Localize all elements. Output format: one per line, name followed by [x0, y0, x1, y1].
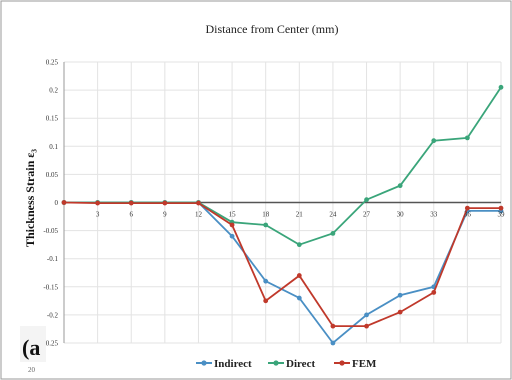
data-point-direct [397, 183, 403, 189]
y-axis-label: Thickness Strain ε₃ [23, 149, 37, 247]
series-line-fem [63, 201, 501, 328]
y-tick-label: -0.05 [43, 227, 58, 235]
legend: Indirect Direct FEM [196, 358, 377, 370]
data-point-fem [364, 323, 369, 329]
y-tick-label: -0.15 [43, 283, 58, 291]
x-tick-label: 21 [296, 211, 304, 219]
data-point-direct [330, 231, 336, 236]
legend-marker-indirect [201, 360, 207, 366]
legend-label-direct: Direct [286, 358, 315, 370]
x-tick-label: 24 [329, 211, 337, 219]
y-tick-label: 0.25 [46, 59, 59, 67]
data-point-fem [263, 298, 269, 304]
x-tick-label: 18 [262, 211, 270, 219]
data-point-fem [95, 200, 101, 206]
x-tick-label: 33 [430, 211, 438, 219]
y-tick-label: -0.2 [47, 311, 59, 319]
legend-marker-fem [339, 360, 345, 366]
data-point-direct [296, 242, 302, 248]
legend-label-indirect: Indirect [214, 358, 252, 370]
series-lines [61, 84, 504, 346]
data-point-direct [464, 135, 470, 141]
y-tick-label: 0.15 [46, 115, 59, 123]
data-point-fem [330, 323, 336, 329]
data-point-indirect [296, 295, 302, 301]
x-tick-label: 36 [464, 211, 472, 219]
data-point-fem [431, 290, 437, 295]
data-point-indirect [229, 233, 235, 239]
chart-title: Distance from Center (mm) [206, 22, 339, 36]
data-point-fem [397, 309, 403, 315]
y-tick-label: 0 [55, 199, 59, 207]
data-point-fem [162, 200, 168, 206]
data-point-direct [263, 222, 269, 228]
y-tick-label: 0.1 [49, 143, 58, 151]
data-point-direct [364, 197, 369, 203]
data-point-indirect [330, 340, 336, 346]
data-point-fem [196, 200, 201, 206]
data-point-fem [464, 205, 470, 211]
corner-label: 20 [28, 366, 36, 374]
x-tick-label: 9 [163, 211, 167, 219]
x-tick-label: 12 [195, 211, 203, 219]
x-tick-label: 39 [498, 211, 506, 219]
data-point-direct [498, 84, 504, 90]
x-tick-label: 30 [397, 211, 405, 219]
data-point-fem [128, 200, 134, 206]
data-point-fem [498, 205, 504, 211]
tick-labels: 0.25 0.2 0.15 0.1 0.05 0 -0.05 -0.1 -0.15 -0.2 -0.… [43, 59, 505, 348]
legend-label-fem: FEM [352, 358, 377, 370]
data-point-fem [229, 222, 235, 228]
data-point-indirect [263, 278, 269, 284]
y-tick-label: 0.2 [49, 87, 58, 95]
legend-marker-direct [273, 360, 279, 366]
panel-label: (a [22, 335, 40, 360]
y-tick-label: 0.05 [46, 171, 59, 179]
y-tick-label: -0.25 [43, 340, 58, 348]
panel-label-background [20, 326, 46, 362]
y-tick-label: -0.1 [47, 255, 59, 263]
x-tick-label: 27 [363, 211, 371, 219]
data-point-fem [61, 200, 67, 205]
x-tick-label: 6 [129, 211, 133, 219]
x-tick-label: 15 [229, 211, 237, 219]
data-point-indirect [364, 312, 369, 318]
data-point-fem [296, 273, 302, 278]
data-point-indirect [397, 292, 403, 298]
x-tick-label: 3 [96, 211, 100, 219]
data-point-direct [431, 138, 437, 144]
